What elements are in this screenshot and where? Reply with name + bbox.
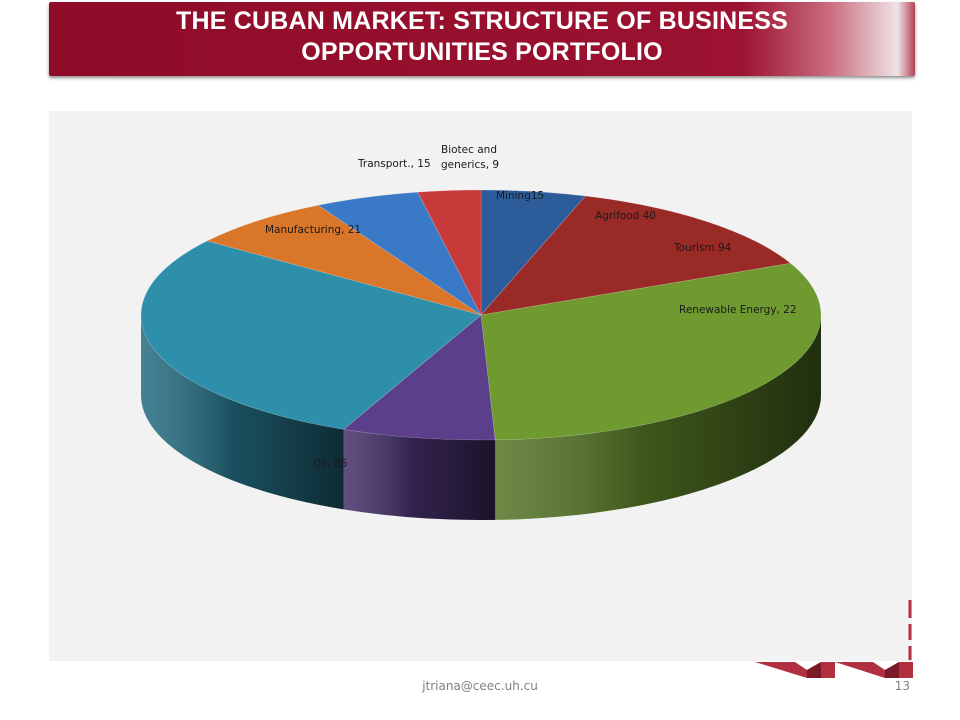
pie-slice-5: [206, 204, 482, 316]
pie-side-shade-4: [141, 315, 344, 510]
pie-side-shade-3: [343, 429, 496, 520]
pie-labels: Mining15 Agrifood 40 Tourism 94 Renewable E…: [265, 144, 797, 470]
page-number: 13: [894, 679, 910, 693]
decorative-arrows: [755, 600, 913, 678]
title-banner: [49, 2, 915, 76]
pie-label-6: Transport., 15: [357, 158, 431, 170]
pie-label-5: Manufacturing, 21: [265, 224, 361, 236]
chart-area: Mining15 Agrifood 40 Tourism 94 Renewable E…: [49, 111, 912, 661]
pie-slice-2: [480, 262, 822, 441]
pie-chart: Mining15 Agrifood 40 Tourism 94 Renewable E…: [140, 144, 822, 520]
pie-label-3: Renewable Energy, 22: [679, 304, 797, 316]
footer-email: jtriana@ceec.uh.cu: [422, 679, 538, 693]
pie-slice-7: [417, 189, 482, 316]
title-line-1: THE CUBAN MARKET: STRUCTURE OF BUSINESS: [176, 7, 788, 35]
pie-slice-0: [480, 189, 586, 316]
pie-side-shade-2: [495, 315, 822, 520]
pie-label-4: Oil, 86: [313, 458, 347, 470]
pie-sides: [141, 315, 822, 520]
pie-label-7: Biotec and generics, 9: [441, 144, 499, 171]
pie-tops: [140, 189, 822, 441]
title-line-2: OPPORTUNITIES PORTFOLIO: [301, 38, 663, 66]
slide-title: THE CUBAN MARKET: STRUCTURE OF BUSINESS …: [49, 6, 915, 68]
pie-label-0: Mining15: [496, 190, 544, 202]
pie-label-2: Tourism 94: [673, 242, 732, 254]
pie-slice-3: [342, 314, 496, 441]
pie-slice-4: [140, 240, 482, 430]
pie-label-1: Agrifood 40: [595, 210, 656, 222]
pie-slice-1: [480, 195, 792, 316]
pie-slice-6: [317, 191, 482, 316]
